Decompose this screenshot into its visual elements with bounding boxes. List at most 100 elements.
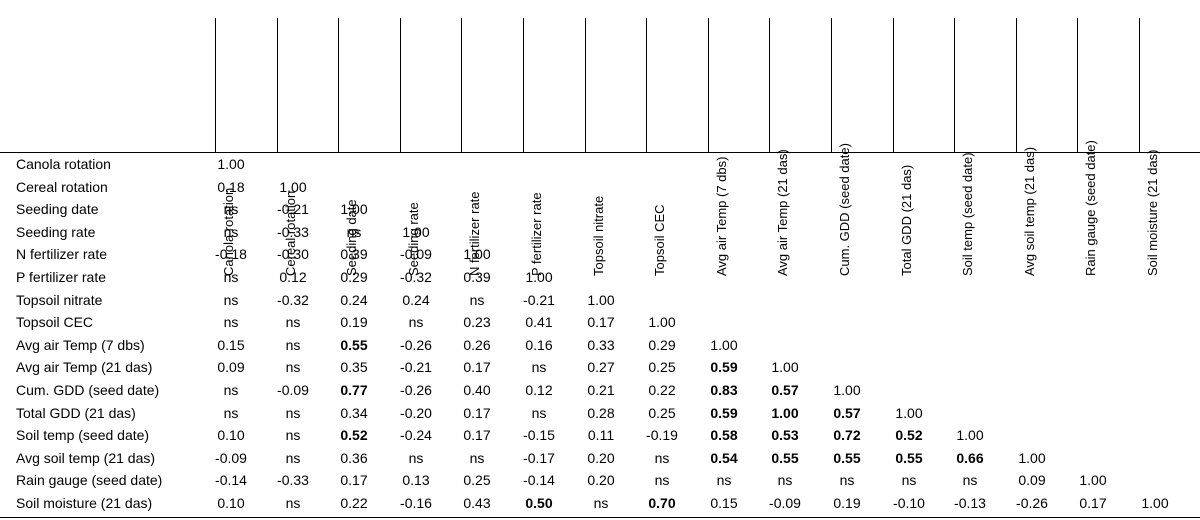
correlation-cell: 0.29 xyxy=(340,269,368,285)
correlation-cell: 1.00 xyxy=(525,269,553,285)
correlation-cell: -0.13 xyxy=(954,495,986,511)
correlation-cell: 0.29 xyxy=(648,336,676,353)
correlation-cell: 0.52 xyxy=(340,427,368,444)
correlation-cell: 0.27 xyxy=(587,359,615,376)
column-divider xyxy=(646,18,647,152)
correlation-cell: 1.00 xyxy=(217,156,245,172)
correlation-cell: 0.50 xyxy=(525,495,553,511)
correlation-cell: ns xyxy=(531,359,547,376)
correlation-cell: -0.14 xyxy=(523,472,555,489)
correlation-cell: 0.39 xyxy=(463,269,491,285)
correlation-cell: 1.00 xyxy=(895,404,923,421)
correlation-cell: 0.40 xyxy=(463,382,491,398)
correlation-cell: 0.77 xyxy=(340,382,368,398)
column-header-label: P fertilizer rate xyxy=(529,192,544,276)
correlation-cell: 0.70 xyxy=(648,495,676,511)
column-header-label: Soil moisture (21 das) xyxy=(1145,149,1160,276)
column-header: N fertilizer rate xyxy=(462,0,488,276)
column-header: Cereal rotation xyxy=(278,0,304,276)
correlation-cell: ns xyxy=(285,314,301,331)
column-divider xyxy=(831,18,832,152)
correlation-cell: ns xyxy=(223,291,239,308)
correlation-cell: 1.00 xyxy=(833,382,861,398)
column-header: Seeding date xyxy=(339,0,365,276)
correlation-cell: 0.35 xyxy=(340,359,368,376)
correlation-cell: 0.19 xyxy=(340,314,368,331)
correlation-cell: 0.10 xyxy=(217,427,245,444)
column-header: Cum. GDD (seed date) xyxy=(832,0,858,276)
row-label: Soil moisture (21 das) xyxy=(16,495,153,511)
correlation-cell: 0.15 xyxy=(217,336,245,353)
column-header: Avg air Temp (7 dbs) xyxy=(709,0,735,276)
column-divider xyxy=(1016,18,1017,152)
correlation-cell: -0.09 xyxy=(400,246,432,263)
correlation-cell: ns xyxy=(285,427,301,444)
correlation-cell: ns xyxy=(901,472,917,489)
correlation-cell: 1.00 xyxy=(463,246,491,263)
correlation-cell: 1.00 xyxy=(710,336,738,353)
correlation-cell: ns xyxy=(285,449,301,466)
correlation-cell: 0.33 xyxy=(587,336,615,353)
correlation-cell: 1.00 xyxy=(1018,449,1046,466)
column-header: Topsoil CEC xyxy=(647,0,673,276)
correlation-cell: 0.09 xyxy=(1018,472,1046,489)
correlation-cell: 0.43 xyxy=(463,495,491,511)
correlation-cell: 0.25 xyxy=(648,404,676,421)
correlation-cell: 0.59 xyxy=(710,359,738,376)
column-header-label: Avg air Temp (21 das) xyxy=(775,149,790,276)
column-header-label: Cum. GDD (seed date) xyxy=(837,143,852,276)
correlation-cell: 0.22 xyxy=(340,495,368,511)
column-header: Topsoil nitrate xyxy=(586,0,612,276)
correlation-cell: 0.20 xyxy=(587,449,615,466)
column-header: Total GDD (21 das) xyxy=(894,0,920,276)
correlation-cell: 1.00 xyxy=(648,314,676,331)
row-label: Cereal rotation xyxy=(16,178,108,195)
correlation-cell: 0.16 xyxy=(525,336,553,353)
correlation-cell: 1.00 xyxy=(587,291,615,308)
correlation-cell: -0.24 xyxy=(400,427,432,444)
correlation-cell: 0.55 xyxy=(771,449,799,466)
correlation-cell: 0.17 xyxy=(1079,495,1107,511)
row-label: Soil temp (seed date) xyxy=(16,427,150,444)
header-rule xyxy=(0,152,1200,153)
row-label: Topsoil CEC xyxy=(16,314,94,331)
correlation-cell: 0.15 xyxy=(710,495,738,511)
correlation-cell: 0.17 xyxy=(463,359,491,376)
column-header-label: Total GDD (21 das) xyxy=(899,164,914,276)
correlation-cell: 1.00 xyxy=(340,201,368,218)
correlation-cell: 0.09 xyxy=(217,359,245,376)
correlation-cell: -0.30 xyxy=(277,246,309,263)
correlation-cell: -0.09 xyxy=(769,495,801,511)
column-divider xyxy=(461,18,462,152)
correlation-cell: -0.16 xyxy=(400,495,432,511)
correlation-cell: 1.00 xyxy=(956,427,984,444)
correlation-cell: 1.00 xyxy=(279,178,307,195)
correlation-cell: 0.17 xyxy=(463,427,491,444)
correlation-cell: -0.21 xyxy=(523,291,555,308)
correlation-cell: 0.34 xyxy=(340,404,368,421)
correlation-cell: -0.20 xyxy=(400,404,432,421)
correlation-cell: ns xyxy=(408,449,424,466)
correlation-cell: -0.32 xyxy=(277,291,309,308)
correlation-cell: -0.26 xyxy=(400,336,432,353)
column-header: Avg soil temp (21 das) xyxy=(1017,0,1043,276)
correlation-cell: 0.17 xyxy=(463,404,491,421)
correlation-cell: 0.28 xyxy=(587,404,615,421)
correlation-cell: 0.54 xyxy=(710,449,738,466)
correlation-cell: 0.11 xyxy=(587,427,615,444)
column-divider xyxy=(954,18,955,152)
correlation-cell: -0.19 xyxy=(646,427,678,444)
correlation-cell: 0.23 xyxy=(463,314,491,331)
correlation-cell: ns xyxy=(346,223,362,240)
column-header: P fertilizer rate xyxy=(524,0,550,276)
correlation-cell: 0.66 xyxy=(956,449,984,466)
correlation-cell: ns xyxy=(223,314,239,331)
column-header: Soil moisture (21 das) xyxy=(1140,0,1166,276)
correlation-cell: 1.00 xyxy=(402,223,430,240)
correlation-cell: 0.57 xyxy=(771,382,799,398)
correlation-cell: 0.36 xyxy=(340,449,368,466)
column-header-label: Topsoil CEC xyxy=(652,204,667,276)
row-label: N fertilizer rate xyxy=(16,246,108,263)
correlation-cell: -0.26 xyxy=(1016,495,1048,511)
